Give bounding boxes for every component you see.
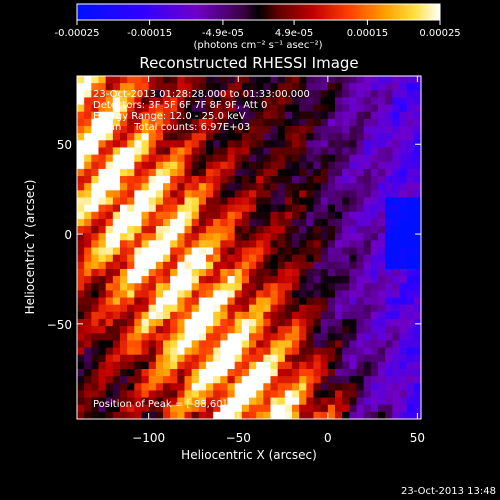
y-tick-label: 50: [57, 138, 72, 152]
footer-timestamp: 23-Oct-2013 13:48: [401, 486, 496, 497]
annotation-method: Clean Total counts: 6.97E+03: [93, 122, 250, 133]
y-tick-label: 0: [64, 228, 72, 242]
x-axis: −100 −50 0 50: [132, 76, 425, 445]
annotation-time-range: 23-Oct-2013 01:28:28.000 to 01:33:00.000: [93, 89, 310, 100]
annotation-peak: Position of Peak = [-88,60]: [93, 399, 227, 410]
y-axis: −50 0 50: [47, 138, 421, 332]
heatmap-image: [77, 76, 421, 419]
colorbar-ticks: -0.00025 -0.00015 -4.9e-05 4.9e-05 0.00015 0.…: [55, 20, 461, 39]
colorbar: [76, 3, 441, 21]
x-tick-label: 50: [410, 431, 425, 445]
chart-title: Reconstructed RHESSI Image: [139, 54, 358, 72]
annotation-energy-range: Energy Range: 12.0 - 25.0 keV: [93, 111, 246, 122]
annotation-detectors: Detectors: 3F 5F 6F 7F 8F 9F, Att 0: [93, 100, 267, 111]
plot-frame: [76, 75, 422, 420]
y-tick-label: −50: [47, 318, 72, 332]
x-tick-label: 0: [324, 431, 332, 445]
colorbar-unit-label: (photons cm⁻² s⁻¹ asec⁻²): [193, 40, 322, 51]
colorbar-tick-label: -4.9e-05: [202, 28, 244, 39]
x-tick-label: −50: [226, 431, 251, 445]
y-axis-label: Heliocentric Y (arcsec): [23, 180, 37, 315]
colorbar-tick-label: -0.00015: [127, 28, 172, 39]
colorbar-tick-label: 0.00025: [419, 28, 460, 39]
colorbar-tick-label: 4.9e-05: [275, 28, 313, 39]
x-axis-label: Heliocentric X (arcsec): [181, 448, 317, 462]
colorbar-tick-label: 0.00015: [347, 28, 388, 39]
colorbar-tick-label: -0.00025: [55, 28, 100, 39]
x-tick-label: −100: [132, 431, 165, 445]
